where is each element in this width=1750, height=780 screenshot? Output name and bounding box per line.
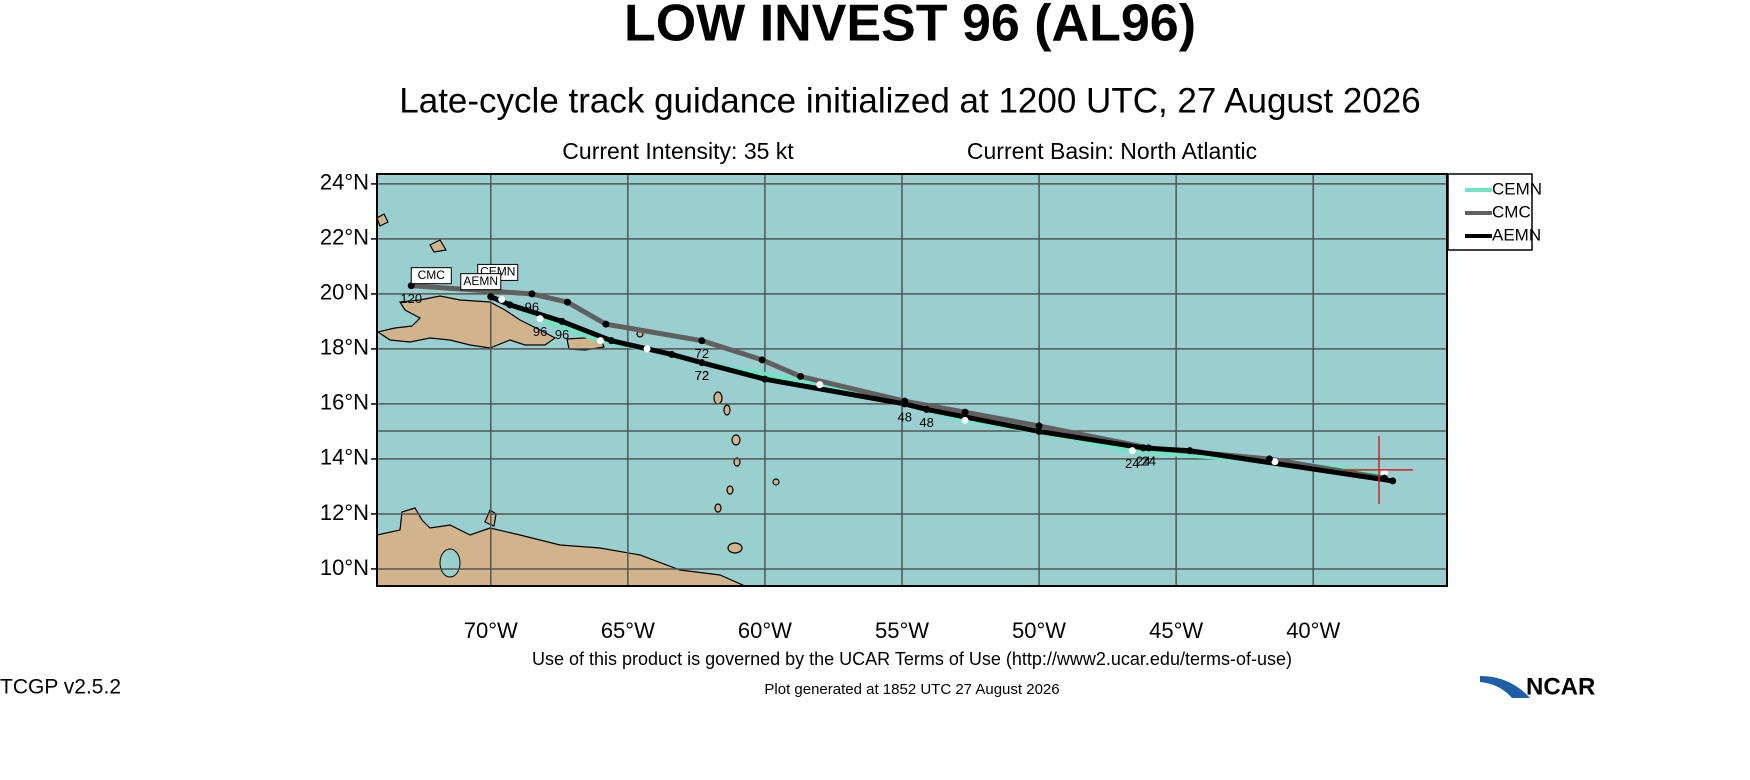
track-point (558, 317, 566, 325)
logo: NCAR (1526, 673, 1595, 700)
track-point (1145, 444, 1153, 452)
track-point (758, 356, 766, 364)
track-point (1380, 474, 1388, 482)
track-point (643, 345, 651, 353)
y-tick-label: 24°N (320, 170, 369, 195)
track-point (961, 408, 969, 416)
y-tick-label: 20°N (320, 280, 369, 305)
y-tick-label: 14°N (320, 445, 369, 470)
track-point (1389, 477, 1397, 485)
x-tick-label: 40°W (1286, 618, 1340, 643)
plot-frame (376, 173, 1448, 587)
x-tick-label: 45°W (1149, 618, 1203, 643)
track-point (596, 337, 604, 345)
hour-label: 24 (1141, 453, 1155, 468)
y-tick-label: 12°N (320, 500, 369, 525)
y-tick-label: 22°N (320, 225, 369, 250)
track-tag-box (410, 267, 452, 285)
track-point (528, 290, 536, 298)
track-tag: CMC (418, 268, 446, 282)
hour-label: 24 (1136, 453, 1150, 468)
track-point (1035, 427, 1043, 435)
track-point (487, 293, 495, 301)
hour-label: 24 (1125, 456, 1139, 471)
track-point (1186, 447, 1194, 455)
y-tick-label: 10°N (320, 555, 369, 580)
hour-label: 96 (525, 299, 539, 314)
track-point (607, 337, 615, 345)
x-tick-label: 50°W (1012, 618, 1066, 643)
subtitle: Late-cycle track guidance initialized at… (399, 81, 1420, 120)
track-point (923, 405, 931, 413)
track-point (668, 350, 676, 358)
track-point (1139, 444, 1147, 452)
track-point (761, 375, 769, 383)
track-point (1271, 458, 1279, 466)
track-point (1380, 469, 1388, 477)
track-point (797, 372, 805, 380)
track-point (961, 416, 969, 424)
x-tick-label: 65°W (601, 618, 655, 643)
track-point (602, 320, 610, 328)
track-point (1128, 447, 1136, 455)
hour-label: 96 (555, 327, 569, 342)
title: LOW INVEST 96 (AL96) (624, 0, 1196, 53)
generated: Plot generated at 1852 UTC 27 August 202… (764, 681, 1059, 698)
legend-label: CMC (1492, 202, 1531, 221)
hour-label: 48 (898, 409, 912, 424)
hour-label: 72 (695, 368, 709, 383)
hour-label: 96 (533, 324, 547, 339)
ocean (377, 174, 1447, 586)
legend-label: AEMN (1492, 225, 1541, 244)
lake (439, 548, 461, 578)
track-point (816, 381, 824, 389)
basin: Current Basin: North Atlantic (967, 138, 1257, 164)
track-point (498, 295, 506, 303)
hour-label: 72 (695, 346, 709, 361)
track-point (698, 359, 706, 367)
track-point (564, 298, 572, 306)
hour-label: 72 (695, 368, 709, 383)
version: TCGP v2.5.2 (0, 676, 121, 699)
footer: Use of this product is governed by the U… (532, 649, 1292, 669)
x-tick-label: 60°W (738, 618, 792, 643)
legend-label: CEMN (1492, 179, 1542, 198)
hour-label: 48 (919, 415, 933, 430)
track-point (1035, 422, 1043, 430)
track-tag: AEMN (463, 274, 498, 288)
intensity: Current Intensity: 35 kt (562, 138, 794, 164)
track-point (698, 337, 706, 345)
track-point (1265, 455, 1273, 463)
y-tick-label: 18°N (320, 335, 369, 360)
track-point (536, 315, 544, 323)
track-tag-box (460, 273, 502, 291)
hour-label: 120 (400, 291, 422, 306)
track-point (901, 400, 909, 408)
logo-swoosh (1480, 676, 1530, 698)
y-tick-label: 16°N (320, 390, 369, 415)
x-tick-label: 70°W (464, 618, 518, 643)
x-tick-label: 55°W (875, 618, 929, 643)
track-point (506, 301, 514, 309)
